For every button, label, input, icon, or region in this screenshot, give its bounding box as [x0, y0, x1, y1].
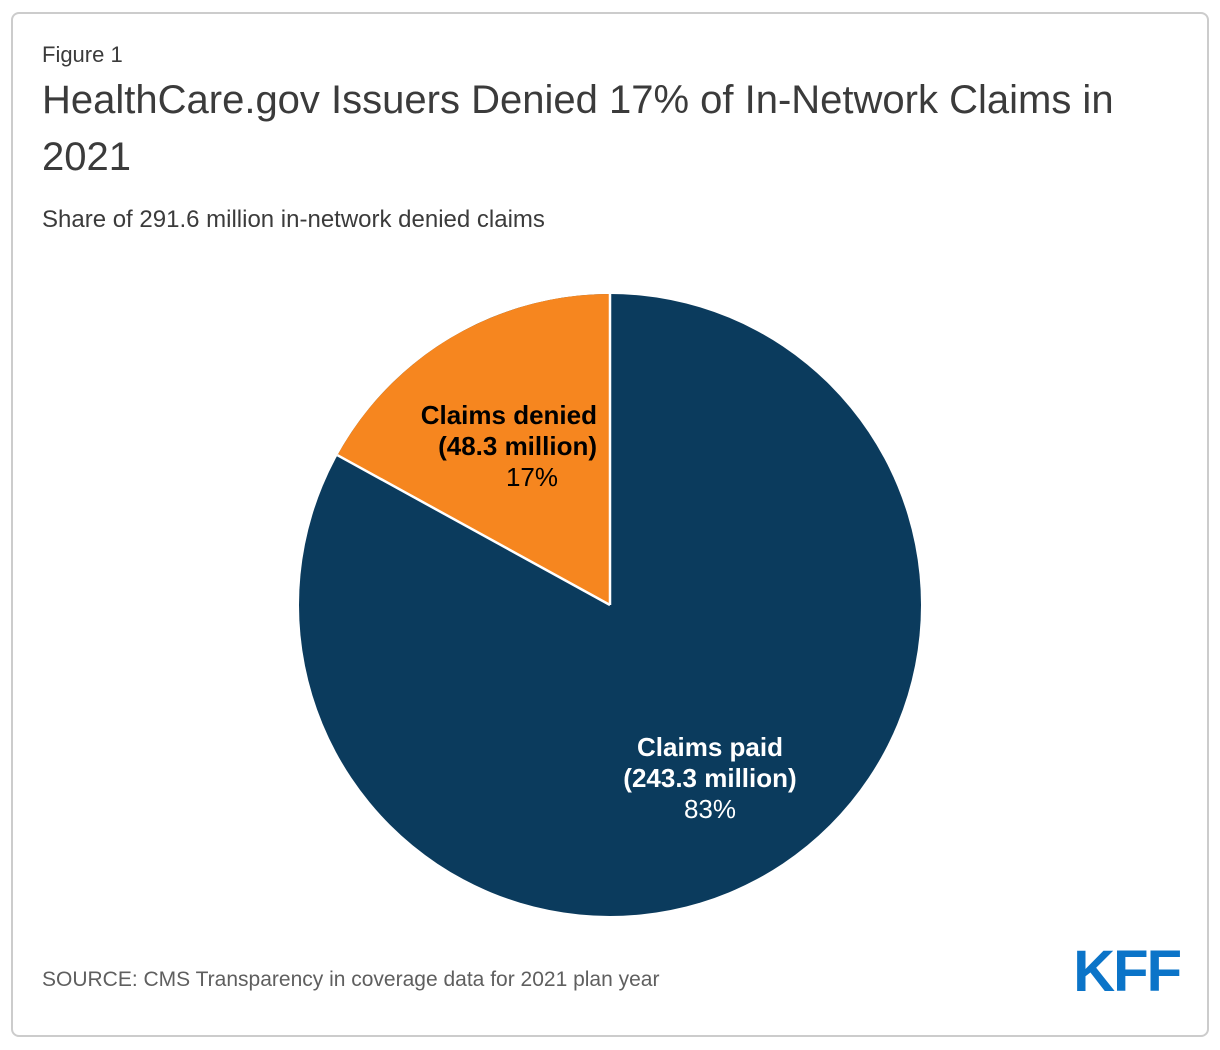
- claims-paid-percent: 83%: [683, 794, 737, 824]
- claims-paid-sublabel: (243.3 million): [623, 763, 797, 793]
- chart-title: HealthCare.gov Issuers Denied 17% of In-…: [42, 78, 1114, 179]
- claims-paid-label: Claims paid: [637, 732, 783, 762]
- slice-label-claims-denied: Claims denied (48.3 million) 17%: [421, 400, 597, 493]
- figure-label: Figure 1: [42, 42, 123, 67]
- claims-denied-label: Claims denied: [420, 400, 597, 430]
- kff-logo: KFF: [1073, 939, 1182, 1004]
- slice-label-claims-paid: Claims paid (243.3 million) 83%: [560, 732, 860, 825]
- claims-denied-percent: 17%: [505, 462, 558, 492]
- source-note: SOURCE: CMS Transparency in coverage dat…: [42, 968, 660, 991]
- chart-subtitle: Share of 291.6 million in-network denied…: [42, 206, 545, 233]
- claims-denied-sublabel: (48.3 million): [438, 431, 597, 461]
